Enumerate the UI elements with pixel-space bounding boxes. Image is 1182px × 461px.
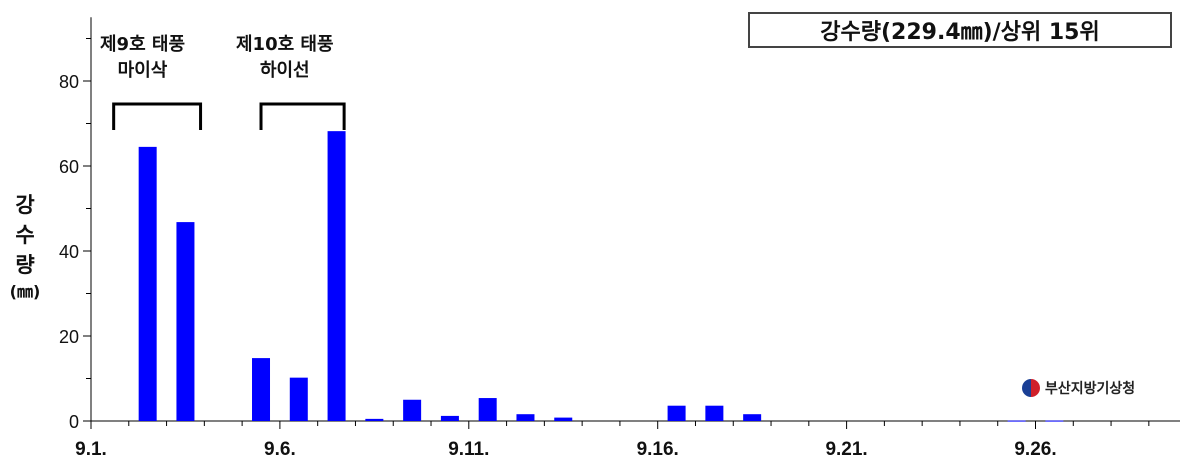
- typhoon-maysak-number: 제9호 태풍: [100, 34, 186, 55]
- y-axis: 0 20 40 60 80: [59, 17, 92, 432]
- bar-day-5: [252, 358, 271, 421]
- x-tick-label: 9.6.: [264, 439, 296, 460]
- y-axis-label-char: 량: [15, 253, 35, 277]
- x-axis: 9.1. 9.6. 9.11. 9.16. 9.21. 9.26.: [75, 420, 1180, 460]
- bracket-haishen: [259, 102, 346, 130]
- bar-day-6: [289, 377, 308, 421]
- bar-day-13: [554, 417, 573, 421]
- bar-day-11: [478, 398, 497, 421]
- y-tick-label: 0: [69, 412, 79, 432]
- y-tick-label: 80: [59, 72, 79, 92]
- bar-day-25: [1007, 420, 1026, 422]
- typhoon-haishen-name: 하이선: [259, 60, 310, 81]
- x-tick-label: 9.16.: [637, 439, 679, 460]
- bar-day-2: [138, 146, 157, 421]
- typhoon-annotation-haishen: 제10호 태풍 하이선: [236, 32, 334, 84]
- typhoon-brackets: [112, 102, 346, 130]
- y-axis-label-char: 강: [15, 193, 35, 217]
- y-tick-label: 40: [59, 242, 79, 262]
- y-tick-label: 60: [59, 157, 79, 177]
- chart-title: 강수량(229.4㎜)/상위 15위: [748, 12, 1172, 48]
- y-axis-unit: (㎜): [9, 282, 41, 301]
- typhoon-haishen-number: 제10호 태풍: [236, 34, 334, 55]
- typhoon-annotation-maysak: 제9호 태풍 마이삭: [100, 32, 185, 84]
- taegeuk-icon: [1022, 379, 1040, 397]
- bar-day-12: [516, 414, 535, 421]
- typhoon-maysak-name: 마이삭: [117, 60, 168, 81]
- y-axis-label-char: 수: [15, 223, 35, 247]
- bar-day-7: [327, 131, 346, 421]
- bar-day-16: [667, 405, 686, 421]
- bar-day-3: [176, 222, 195, 421]
- bar-day-9: [403, 399, 422, 421]
- logo-text: 부산지방기상청: [1045, 381, 1136, 397]
- busan-weather-office-logo: 부산지방기상청: [1022, 378, 1135, 398]
- bar-day-10: [440, 415, 459, 421]
- bar-day-18: [743, 414, 762, 421]
- bars: [138, 131, 1064, 422]
- x-tick-label: 9.26.: [1014, 439, 1056, 460]
- bar-day-17: [705, 405, 724, 421]
- bracket-maysak: [112, 102, 203, 130]
- x-tick-label: 9.21.: [825, 439, 867, 460]
- bar-day-8: [365, 418, 384, 421]
- bar-day-26: [1045, 420, 1064, 422]
- x-tick-label: 9.1.: [75, 439, 107, 460]
- y-tick-label: 20: [59, 327, 79, 347]
- x-tick-label: 9.11.: [448, 439, 489, 460]
